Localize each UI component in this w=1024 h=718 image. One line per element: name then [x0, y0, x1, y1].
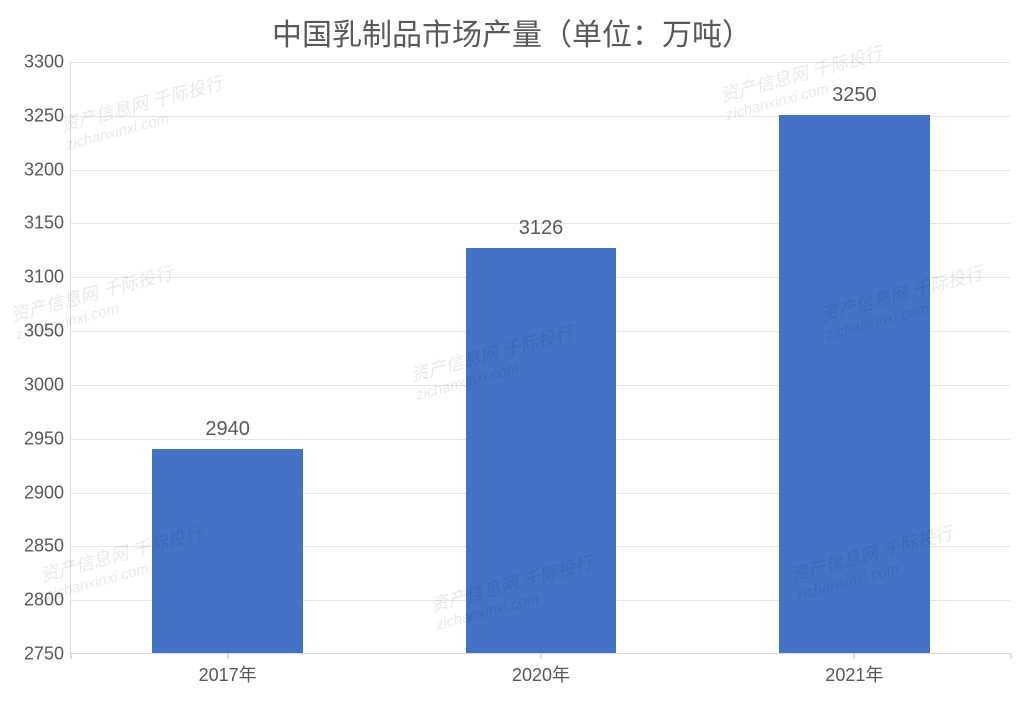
y-tick-label: 2900: [4, 482, 64, 503]
y-tick-label: 3150: [4, 213, 64, 234]
bar: [152, 449, 302, 654]
y-tick-label: 2850: [4, 536, 64, 557]
chart-container: 中国乳制品市场产量（单位：万吨） 2017年29402020年31262021年…: [0, 0, 1024, 718]
y-tick-label: 3200: [4, 159, 64, 180]
gridline: [71, 62, 1010, 63]
y-tick-label: 2750: [4, 644, 64, 665]
y-tick-label: 3000: [4, 374, 64, 395]
x-tick-mark: [71, 653, 72, 659]
y-tick-label: 3100: [4, 267, 64, 288]
x-tick-label: 2017年: [199, 653, 257, 687]
bar-value-label: 3126: [481, 217, 601, 240]
x-tick-label: 2021年: [825, 653, 883, 687]
x-tick-label: 2020年: [512, 653, 570, 687]
bar-value-label: 3250: [794, 84, 914, 107]
x-tick-mark: [1011, 653, 1012, 659]
plot-area: 2017年29402020年31262021年3250: [70, 62, 1010, 654]
chart-title: 中国乳制品市场产量（单位：万吨）: [0, 10, 1024, 54]
y-tick-label: 2950: [4, 428, 64, 449]
bar: [466, 248, 616, 653]
y-tick-label: 3050: [4, 321, 64, 342]
bar-value-label: 2940: [168, 418, 288, 441]
bar: [779, 115, 929, 653]
y-tick-label: 3300: [4, 52, 64, 73]
y-tick-label: 3250: [4, 105, 64, 126]
y-tick-label: 2800: [4, 590, 64, 611]
